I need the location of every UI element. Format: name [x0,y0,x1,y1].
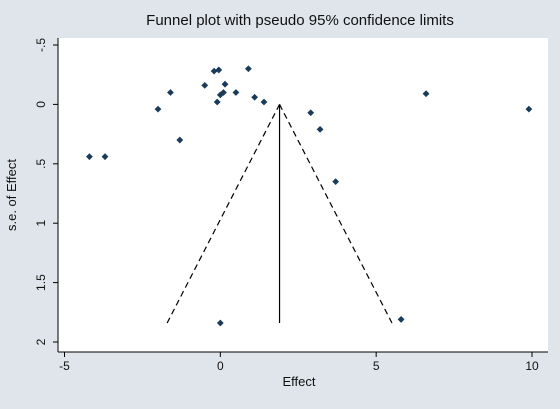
plot-area [58,38,548,352]
study-data-point [215,66,223,74]
study-data-point [232,89,240,96]
x-tick-label: 0 [217,359,224,373]
study-data-point [216,319,224,327]
study-data-point [216,91,224,99]
axes-layer: -5 0 5 10 -.5 0 .5 1 1.5 2 [34,38,548,373]
study-data-point [221,80,229,88]
y-tick-label: 2 [34,338,48,345]
y-tick-label: 0 [34,101,48,108]
y-tick-label: 1 [34,220,48,227]
x-tick-label: 5 [373,359,380,373]
study-data-point [176,136,184,144]
study-data-point [307,109,315,117]
y-tick-label: .5 [34,158,48,168]
chart-title: Funnel plot with pseudo 95% confidence l… [146,12,454,29]
lower-confidence-limit-line [166,104,281,324]
study-data-point [244,65,252,73]
x-axis-title: Effect [282,374,315,389]
study-data-point [101,153,109,161]
study-data-point [154,105,162,113]
study-data-point [210,67,218,75]
study-data-point [86,153,93,161]
x-tick-label: -5 [59,359,70,373]
study-data-point [251,93,259,101]
x-tick-label: 10 [525,359,539,373]
study-data-point [220,89,227,96]
study-data-point [316,125,324,133]
study-data-point [201,81,209,89]
study-data-point [332,178,340,186]
study-data-point [397,316,405,323]
y-tick-label: -.5 [34,38,48,52]
study-data-point [213,98,221,106]
funnel-layer [166,104,393,324]
points-layer [86,65,533,327]
study-data-point [167,89,174,96]
study-data-point [422,90,430,98]
study-data-point [260,98,268,106]
y-tick-label: 1.5 [34,274,48,291]
study-data-point [525,105,533,113]
y-axis-title: s.e. of Effect [4,159,19,231]
upper-confidence-limit-line [279,104,393,324]
